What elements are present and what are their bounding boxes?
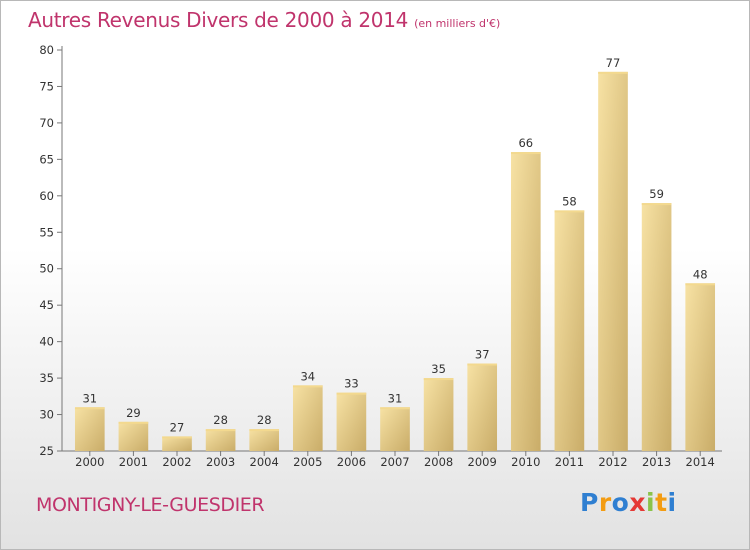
bar-top-edge [205,429,236,432]
bar-top-edge [162,436,192,439]
y-tick-label: 70 [39,116,54,130]
x-tick-label: 2012 [598,455,627,469]
x-tick-label: 2014 [686,455,715,469]
bar-2012 [598,71,628,451]
bar-2007 [380,407,410,451]
x-tick-label: 2008 [424,455,453,469]
y-tick-label: 75 [39,79,54,93]
logo-letter: i [667,488,677,517]
bar-top-edge [685,283,716,286]
bar-2010 [510,152,541,451]
bar-2005 [292,385,323,451]
commune-name: MONTIGNY-LE-GUESDIER [36,494,265,516]
data-label: 33 [344,377,359,391]
bar-2011 [554,210,585,451]
x-tick-label: 2009 [468,455,497,469]
logo-letter: t [655,488,668,517]
x-tick-label: 2001 [119,455,148,469]
x-tick-label: 2013 [642,455,671,469]
bar-2004 [249,429,280,451]
logo-letter: o [611,488,630,517]
bar-top-edge [336,392,367,395]
y-tick-label: 40 [39,335,54,349]
bar-top-edge [641,203,672,206]
bar-2008 [423,378,454,451]
x-tick-label: 2004 [250,455,279,469]
bar-2014 [685,283,716,451]
data-label: 28 [213,413,228,427]
bar-top-edge [598,71,628,74]
data-label: 48 [693,267,708,281]
bar-top-edge [510,152,541,155]
x-tick-label: 2010 [511,455,540,469]
data-label: 29 [126,406,141,420]
data-label: 28 [257,413,272,427]
bar-2003 [205,429,236,451]
data-label: 31 [82,391,97,405]
bar-top-edge [74,407,105,410]
logo-letter: x [629,488,646,517]
bar-top-edge [467,363,498,366]
x-tick-label: 2007 [380,455,409,469]
x-tick-label: 2011 [555,455,584,469]
y-tick-label: 65 [39,152,54,166]
data-label: 31 [388,391,403,405]
data-label: 34 [300,369,315,383]
y-tick-label: 35 [39,371,54,385]
chart-subtitle: (en milliers d'€) [414,17,501,30]
bar-top-edge [423,378,454,381]
y-tick-label: 50 [39,262,54,276]
logo-letter: P [580,488,599,517]
data-label: 77 [606,56,621,70]
x-tick-label: 2000 [75,455,104,469]
x-tick-label: 2002 [162,455,191,469]
x-tick-label: 2005 [293,455,322,469]
bar-top-edge [118,421,149,424]
bar-top-edge [380,407,410,410]
bar-2001 [118,421,149,451]
bar-2013 [641,203,672,451]
bar-2002 [162,436,192,451]
data-label: 37 [475,348,490,362]
y-tick-label: 60 [39,189,54,203]
x-tick-label: 2006 [337,455,366,469]
chart-title-text: Autres Revenus Divers de 2000 à 2014 [28,8,409,32]
y-tick-label: 55 [39,225,54,239]
bar-2009 [467,363,498,451]
chart-title: Autres Revenus Divers de 2000 à 2014 (en … [28,8,500,32]
y-tick-label: 45 [39,298,54,312]
y-tick-label: 30 [39,408,54,422]
bar-2006 [336,392,367,451]
bar-top-edge [554,210,585,213]
x-tick-label: 2003 [206,455,235,469]
data-label: 58 [562,194,577,208]
logo-letter: r [598,488,612,517]
bar-top-edge [292,385,323,388]
bar-2000 [74,407,105,451]
y-tick-label: 25 [39,444,54,458]
data-label: 35 [431,362,446,376]
data-label: 27 [170,420,185,434]
data-label: 59 [649,187,664,201]
proxiti-logo: Proxiti [580,488,677,517]
data-label: 66 [518,136,533,150]
y-tick-label: 80 [39,43,54,57]
logo-letter: i [646,488,656,517]
bar-top-edge [249,429,280,432]
